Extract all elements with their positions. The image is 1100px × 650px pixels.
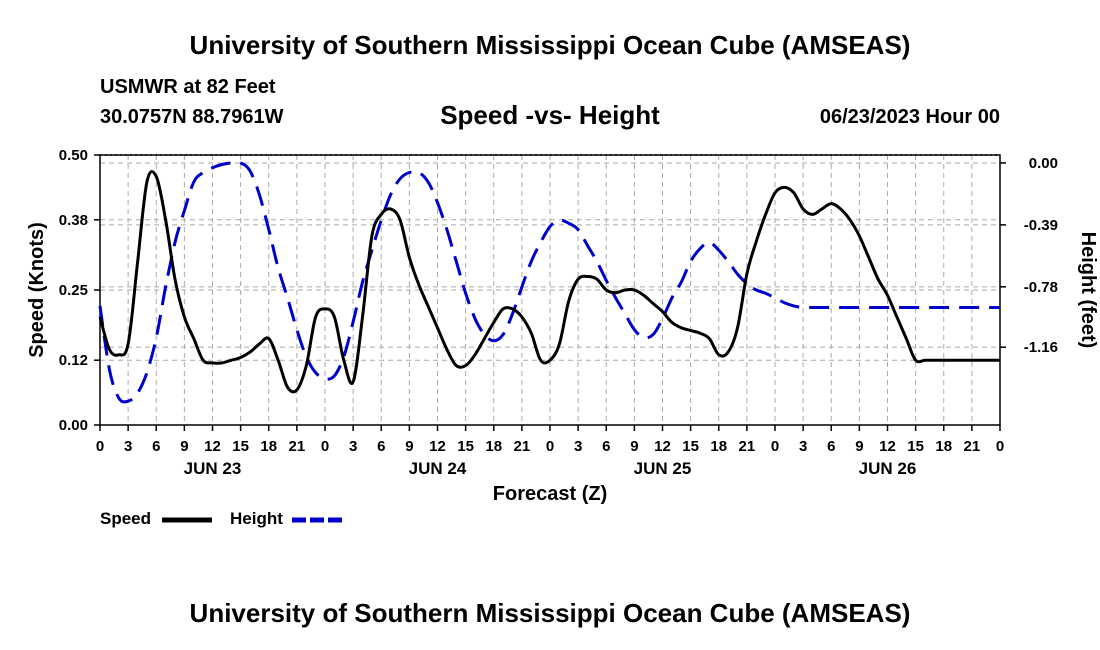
- series-height-line: [98, 160, 1000, 404]
- station-coordinates: 30.0757N 88.7961W: [100, 106, 284, 128]
- legend-height-label: Height: [230, 509, 283, 528]
- x-tick-label: 0: [996, 438, 1004, 455]
- main-title: University of Southern Mississippi Ocean…: [189, 30, 911, 60]
- y-tick-label: 0.38: [59, 212, 88, 229]
- x-tick-label: 21: [964, 438, 981, 455]
- y-tick-label: 0.00: [59, 417, 88, 434]
- x-tick-label: 0: [321, 438, 329, 455]
- x-tick-label: 3: [349, 438, 357, 455]
- x-tick-label: 18: [485, 438, 502, 455]
- x-date-label: JUN 25: [634, 459, 692, 478]
- x-date-label: JUN 24: [409, 459, 467, 478]
- x-tick-label: 12: [429, 438, 446, 455]
- x-tick-label: 9: [405, 438, 413, 455]
- x-tick-label: 21: [739, 438, 756, 455]
- x-tick-label: 15: [907, 438, 924, 455]
- station-label: USMWR at 82 Feet: [100, 76, 276, 98]
- x-tick-label: 0: [96, 438, 104, 455]
- x-tick-label: 9: [855, 438, 863, 455]
- forecast-datetime: 06/23/2023 Hour 00: [819, 106, 1000, 128]
- chart-subtitle: Speed -vs- Height: [440, 100, 660, 130]
- y2-axis-title: Height (feet): [1077, 232, 1099, 349]
- y2-tick-label: -0.78: [1024, 279, 1058, 296]
- x-tick-label: 0: [546, 438, 554, 455]
- x-tick-label: 12: [204, 438, 221, 455]
- x-axis-title: Forecast (Z): [493, 483, 607, 505]
- x-tick-label: 12: [879, 438, 896, 455]
- x-tick-label: 6: [827, 438, 835, 455]
- x-tick-label: 18: [260, 438, 277, 455]
- x-tick-label: 18: [710, 438, 727, 455]
- y2-tick-label: -1.16: [1024, 339, 1058, 356]
- x-tick-label: 21: [289, 438, 306, 455]
- x-tick-label: 15: [232, 438, 249, 455]
- y-tick-label: 0.25: [59, 282, 88, 299]
- x-tick-label: 6: [152, 438, 160, 455]
- x-date-label: JUN 23: [184, 459, 242, 478]
- y2-tick-label: 0.00: [1029, 155, 1058, 172]
- x-tick-label: 3: [574, 438, 582, 455]
- y-axis-title: Speed (Knots): [26, 222, 48, 358]
- grid-lines: [100, 155, 1000, 425]
- footer-title: University of Southern Mississippi Ocean…: [189, 598, 911, 628]
- x-tick-label: 3: [124, 438, 132, 455]
- x-tick-label: 21: [514, 438, 531, 455]
- x-tick-label: 6: [377, 438, 385, 455]
- x-tick-label: 9: [180, 438, 188, 455]
- x-tick-label: 6: [602, 438, 610, 455]
- legend-speed-label: Speed: [100, 509, 152, 528]
- series-speed-line: [98, 170, 1000, 394]
- x-tick-label: 0: [771, 438, 779, 455]
- x-tick-label: 15: [682, 438, 699, 455]
- x-tick-label: 12: [654, 438, 671, 455]
- y2-tick-label: -0.39: [1024, 217, 1058, 234]
- y-tick-label: 0.50: [59, 147, 88, 164]
- x-tick-label: 3: [799, 438, 807, 455]
- x-tick-label: 15: [457, 438, 474, 455]
- x-date-label: JUN 26: [859, 459, 917, 478]
- x-tick-label: 9: [630, 438, 638, 455]
- x-tick-label: 18: [935, 438, 952, 455]
- y-tick-label: 0.12: [59, 352, 88, 369]
